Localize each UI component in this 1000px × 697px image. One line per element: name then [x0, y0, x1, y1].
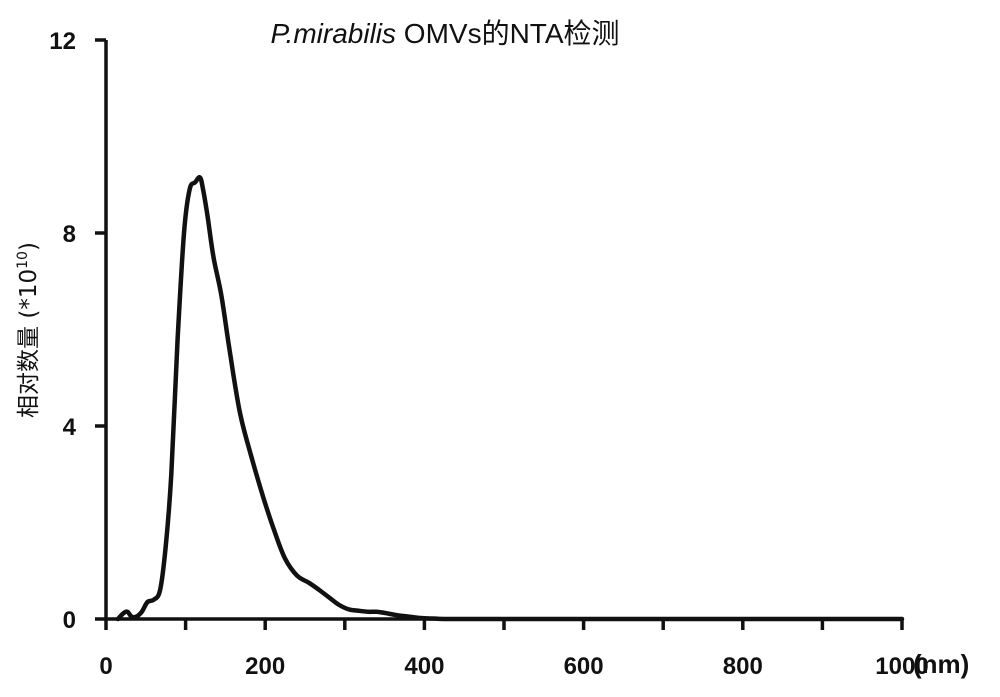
y-tick-label: 8: [63, 221, 76, 248]
series-line-0: [115, 175, 905, 622]
chart-title: P.mirabilis OMVs的NTA检测: [270, 18, 619, 49]
chart-title-italic: P.mirabilis: [270, 18, 396, 49]
y-axis-label-close: ): [16, 242, 42, 251]
tick-labels: 0 200 400 600 800 1000 0 4 8 12: [49, 28, 928, 680]
x-tick-label: 800: [723, 653, 763, 680]
ticks: [95, 38, 904, 630]
series-group: [115, 175, 905, 622]
y-tick-label: 4: [63, 414, 77, 441]
x-tick-label: 200: [245, 653, 285, 680]
x-tick-label: 1000: [875, 653, 928, 680]
y-tick-label: 0: [63, 607, 76, 634]
chart-title-rest: OMVs的NTA检测: [396, 18, 619, 49]
y-axis-label-main: 相对数量 (*10: [16, 269, 42, 418]
x-tick-label: 0: [99, 653, 112, 680]
x-axis-unit-label: (nm): [913, 649, 969, 679]
y-tick-label: 12: [49, 28, 76, 55]
x-tick-label: 400: [404, 653, 444, 680]
y-axis-label-sup: 10: [15, 251, 31, 269]
x-tick-label: 600: [564, 653, 604, 680]
svg-text:相对数量 (*1010): 相对数量 (*1010): [15, 242, 42, 418]
y-axis-label: 相对数量 (*1010): [15, 242, 42, 418]
